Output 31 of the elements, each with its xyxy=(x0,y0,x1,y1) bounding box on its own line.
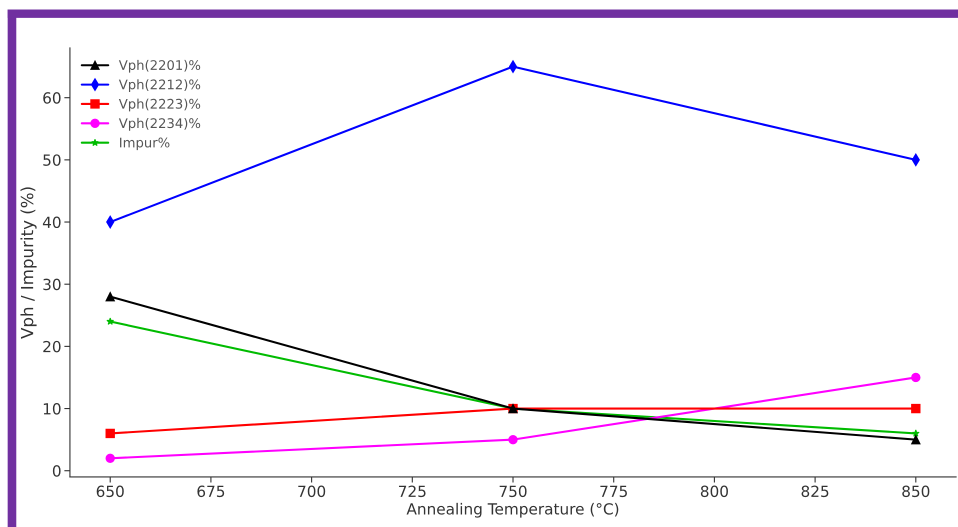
x-tick-label: 700 xyxy=(298,486,326,498)
y-tick-label: 60 xyxy=(43,92,61,104)
y-tick-label: 20 xyxy=(43,340,61,352)
legend-label: Impur% xyxy=(120,138,170,150)
legend-label: Vph(2201)% xyxy=(118,60,200,73)
point xyxy=(106,318,114,325)
point xyxy=(911,434,920,444)
legend-label: Vph(2212)% xyxy=(118,79,200,92)
y-tick-label: 30 xyxy=(43,278,61,290)
x-tick-label: 775 xyxy=(600,486,627,498)
point xyxy=(106,292,115,302)
y-tick-label: 10 xyxy=(44,403,61,415)
y-tick-label: 40 xyxy=(42,216,61,228)
point xyxy=(106,428,115,438)
x-tick-label: 850 xyxy=(902,486,930,498)
x-tick-label: 650 xyxy=(96,486,124,498)
x-axis-title: Annealing Temperature (°C) xyxy=(406,502,618,518)
y-axis-title: Vph / Impurity (%) xyxy=(20,187,37,339)
x-tick-label: 800 xyxy=(700,486,728,498)
y-tick-label: 50 xyxy=(43,154,61,166)
legend-label: Vph(2234)% xyxy=(118,118,200,131)
legend-label: Vph(2223)% xyxy=(118,98,200,112)
point xyxy=(508,434,518,444)
x-tick-label: 750 xyxy=(500,486,527,498)
y-tick-label: 0 xyxy=(52,465,61,477)
x-tick-label: 675 xyxy=(197,486,224,498)
point xyxy=(911,404,920,414)
x-tick-label: 825 xyxy=(802,486,828,498)
x-tick-label: 725 xyxy=(398,486,426,498)
point xyxy=(106,454,115,463)
point xyxy=(911,372,920,382)
